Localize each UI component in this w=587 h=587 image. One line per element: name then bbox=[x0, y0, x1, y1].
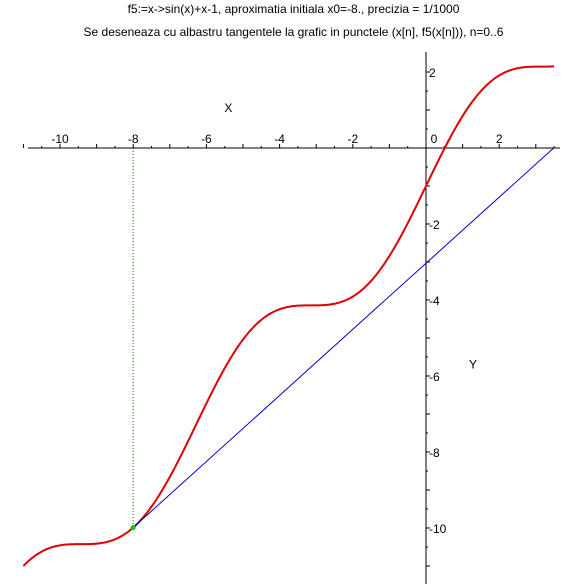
x-tick-label: -2 bbox=[347, 132, 358, 146]
x-tick-label: 0 bbox=[431, 132, 438, 146]
axes bbox=[28, 52, 560, 584]
x-axis-ticks: -10 -8 -6 -4 -2 0 2 bbox=[22, 132, 555, 148]
x-axis-label: X bbox=[224, 101, 232, 115]
y-tick-label: -4 bbox=[429, 294, 440, 308]
series-group bbox=[22, 65, 555, 567]
x-tick-label: 2 bbox=[496, 132, 503, 146]
y-axis-label: Y bbox=[469, 357, 477, 371]
chart-title: f5:=x->sin(x)+x-1, aproximatia initiala … bbox=[127, 2, 460, 16]
x-tick-label: -10 bbox=[51, 132, 69, 146]
x-tick-label: -4 bbox=[274, 132, 285, 146]
y-tick-label: -6 bbox=[429, 370, 440, 384]
function-curve bbox=[22, 65, 555, 567]
initial-point bbox=[130, 525, 136, 531]
y-tick-label: -8 bbox=[429, 446, 440, 460]
x-tick-label: -6 bbox=[201, 132, 212, 146]
y-tick-label: -10 bbox=[429, 522, 447, 536]
y-axis-ticks: 2 -2 -4 -6 -8 -10 bbox=[426, 66, 447, 567]
x-tick-label: -8 bbox=[128, 132, 139, 146]
y-tick-label: 2 bbox=[429, 66, 436, 80]
chart-subtitle: Se deseneaza cu albastru tangentele la g… bbox=[83, 25, 504, 39]
tangent-line bbox=[132, 147, 555, 528]
y-tick-label: -2 bbox=[429, 218, 440, 232]
